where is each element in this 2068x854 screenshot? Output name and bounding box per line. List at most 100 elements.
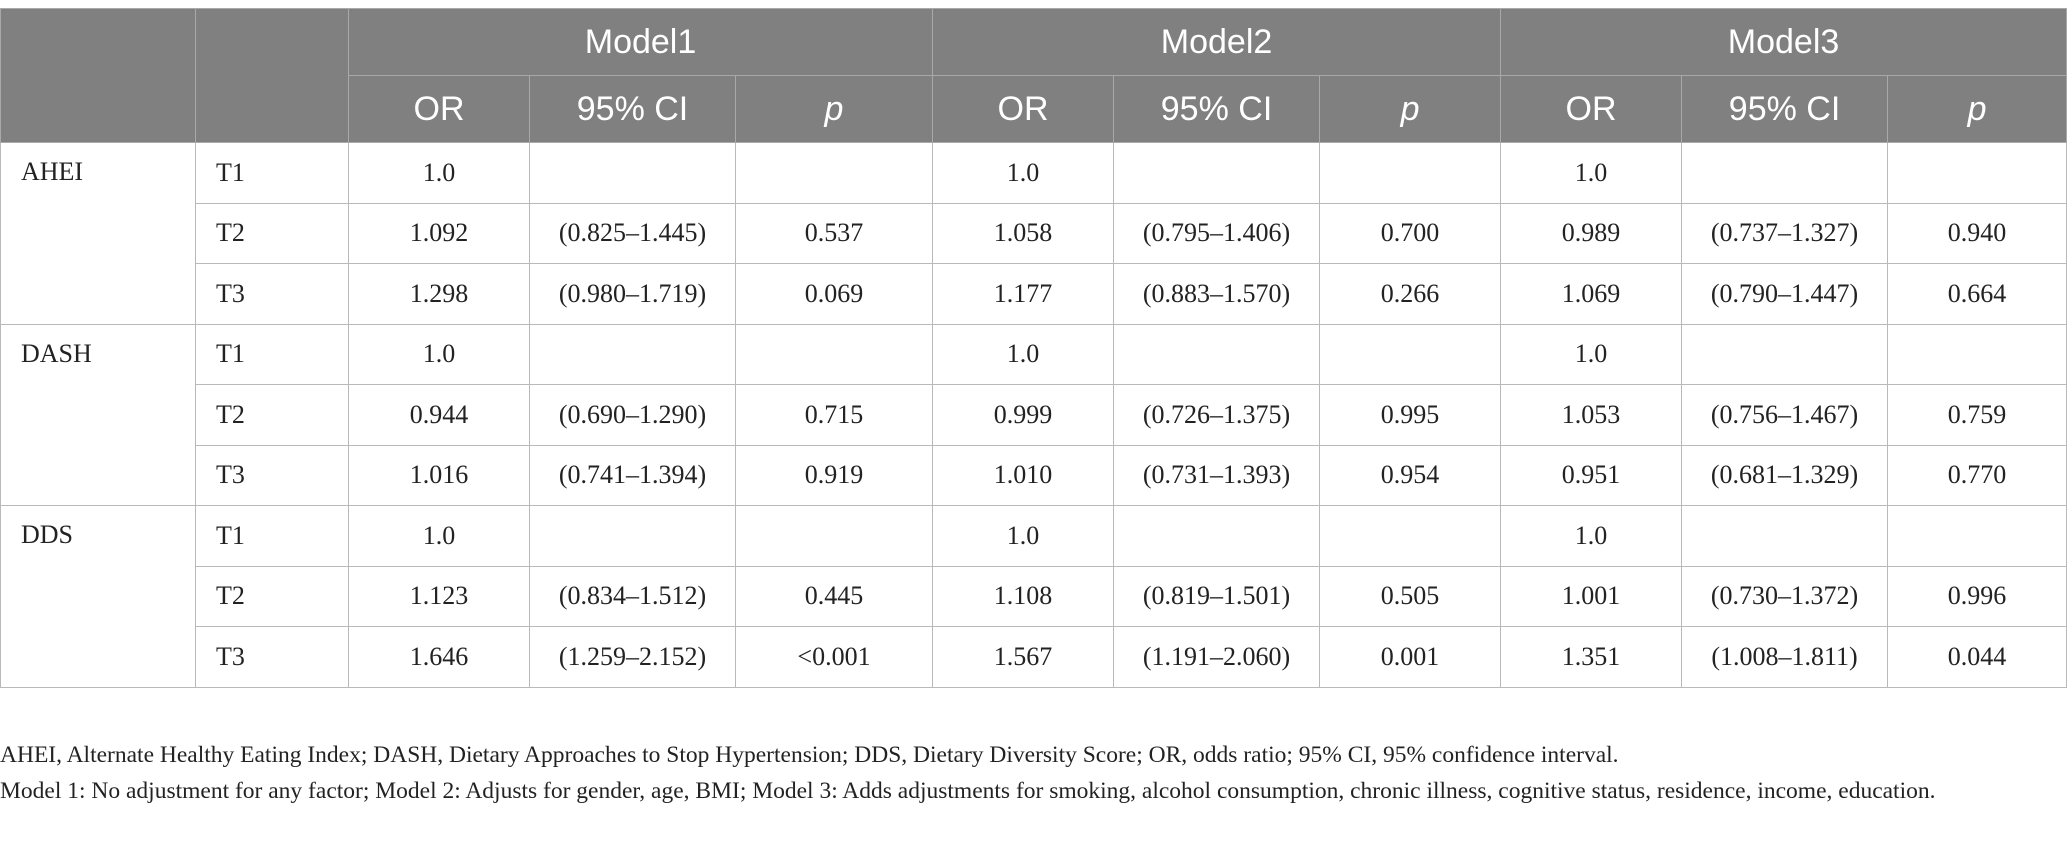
p-cell: 0.266 — [1319, 263, 1502, 325]
p-cell: 0.069 — [734, 263, 934, 325]
ci-cell: (0.726–1.375) — [1113, 384, 1321, 446]
or-header: OR — [1500, 75, 1683, 143]
ci-cell: (0.834–1.512) — [529, 565, 736, 627]
ci-cell: (0.980–1.719) — [529, 263, 736, 325]
or-cell: 1.0 — [932, 323, 1115, 385]
ci-cell: (0.741–1.394) — [529, 444, 736, 506]
table-row: T2 0.944 (0.690–1.290) 0.715 0.999 (0.726–1.3… — [1, 384, 2068, 446]
ci-cell — [1113, 142, 1321, 204]
p-cell: 0.537 — [734, 202, 934, 264]
table-row: DDS T1 1.0 1.0 1.0 — [0, 505, 2068, 688]
p-cell — [1319, 142, 1502, 204]
index-name-cell: DDS — [0, 505, 196, 688]
ci-cell: (0.883–1.570) — [1113, 263, 1321, 325]
p-cell — [1319, 505, 1502, 567]
or-cell: 1.177 — [932, 263, 1115, 325]
ci-cell: (0.825–1.445) — [529, 202, 736, 264]
or-cell: 0.951 — [1500, 444, 1683, 506]
p-cell — [1887, 505, 2068, 567]
or-cell: 1.058 — [932, 202, 1115, 264]
ci-cell: (1.259–2.152) — [529, 626, 736, 688]
or-cell: 1.351 — [1500, 626, 1683, 688]
p-cell: 0.919 — [734, 444, 934, 506]
or-cell: 1.001 — [1500, 565, 1683, 627]
table-row: T3 1.016 (0.741–1.394) 0.919 1.010 (0.731–1.3… — [1, 444, 2068, 506]
p-header: p — [1887, 75, 2068, 143]
ci-cell — [1681, 142, 1889, 204]
tertile-cell: T2 — [195, 202, 349, 264]
or-cell: 1.0 — [1500, 142, 1683, 204]
or-cell: 1.298 — [348, 263, 530, 325]
tertile-cell: T3 — [195, 444, 349, 506]
footnote-abbreviations: AHEI, Alternate Healthy Eating Index; DA… — [0, 742, 1619, 768]
index-name-cell: DASH — [0, 323, 196, 506]
ci-cell: (1.191–2.060) — [1113, 626, 1321, 688]
p-cell: 0.505 — [1319, 565, 1502, 627]
ci-cell: (0.690–1.290) — [529, 384, 736, 446]
ci-cell: (0.731–1.393) — [1113, 444, 1321, 506]
or-header: OR — [932, 75, 1115, 143]
index-name-cell: AHEI — [0, 142, 196, 325]
footnote-models: Model 1: No adjustment for any factor; M… — [0, 778, 1936, 804]
model1-header: Model1 — [347, 8, 934, 76]
ci-header: 95% CI — [529, 75, 736, 143]
ci-cell: (0.819–1.501) — [1113, 565, 1321, 627]
p-cell: 0.940 — [1887, 202, 2068, 264]
ci-cell: (0.730–1.372) — [1681, 565, 1889, 627]
tertile-cell: T1 — [195, 142, 349, 204]
or-cell: 1.0 — [348, 323, 530, 385]
p-cell: 0.770 — [1887, 444, 2068, 506]
or-cell: 1.646 — [348, 626, 530, 688]
or-cell: 1.123 — [348, 565, 530, 627]
header-row-models: Model1 Model2 Model3 — [0, 8, 2068, 143]
ci-header: 95% CI — [1681, 75, 1889, 143]
p-cell: 0.954 — [1319, 444, 1502, 506]
ci-cell — [1681, 505, 1889, 567]
p-header: p — [1319, 75, 1502, 143]
p-cell: 0.759 — [1887, 384, 2068, 446]
table-row: DASH T1 1.0 1.0 1.0 — [0, 323, 2068, 506]
ci-cell: (0.737–1.327) — [1681, 202, 1889, 264]
or-cell: 1.010 — [932, 444, 1115, 506]
p-cell: 0.715 — [734, 384, 934, 446]
or-cell: 1.053 — [1500, 384, 1683, 446]
header-blank-cell — [195, 8, 349, 143]
table-row: T3 1.646 (1.259–2.152) <0.001 1.567 (1.191–2.… — [1, 626, 2068, 688]
tertile-cell: T3 — [195, 626, 349, 688]
table-row: T2 1.092 (0.825–1.445) 0.537 1.058 (0.795–1.4… — [1, 202, 2068, 264]
table-body: AHEI T1 1.0 1.0 1.0 T2 1.092 (0.825–1.445) 0.537… — [0, 142, 2068, 688]
tertile-cell: T2 — [195, 565, 349, 627]
or-cell: 1.092 — [348, 202, 530, 264]
or-cell: 0.944 — [348, 384, 530, 446]
p-cell: 0.995 — [1319, 384, 1502, 446]
p-cell — [1887, 142, 2068, 204]
tertile-cell: T2 — [195, 384, 349, 446]
tertile-cell: T1 — [195, 323, 349, 385]
p-cell: 0.001 — [1319, 626, 1502, 688]
or-cell: 1.0 — [1500, 505, 1683, 567]
p-cell: 0.996 — [1887, 565, 2068, 627]
p-cell: 0.700 — [1319, 202, 1502, 264]
or-cell: 1.069 — [1500, 263, 1683, 325]
p-cell — [1887, 323, 2068, 385]
ci-cell: (0.795–1.406) — [1113, 202, 1321, 264]
p-cell — [734, 505, 934, 567]
or-cell: 1.0 — [932, 142, 1115, 204]
p-cell: 0.664 — [1887, 263, 2068, 325]
or-header: OR — [348, 75, 530, 143]
ci-cell — [529, 505, 736, 567]
p-cell — [734, 323, 934, 385]
model3-header: Model3 — [1500, 8, 2068, 76]
tertile-cell: T1 — [195, 505, 349, 567]
ci-cell — [1113, 505, 1321, 567]
or-cell: 1.0 — [348, 142, 530, 204]
or-cell: 1.108 — [932, 565, 1115, 627]
or-cell: 0.989 — [1500, 202, 1683, 264]
ci-cell — [529, 142, 736, 204]
ci-header: 95% CI — [1113, 75, 1321, 143]
p-cell — [1319, 323, 1502, 385]
ci-cell — [529, 323, 736, 385]
results-table: Model1 Model2 Model3 OR 95% CI p OR 95% … — [0, 8, 2068, 688]
ci-cell — [1681, 323, 1889, 385]
table-row: T3 1.298 (0.980–1.719) 0.069 1.177 (0.883–1.5… — [1, 263, 2068, 325]
